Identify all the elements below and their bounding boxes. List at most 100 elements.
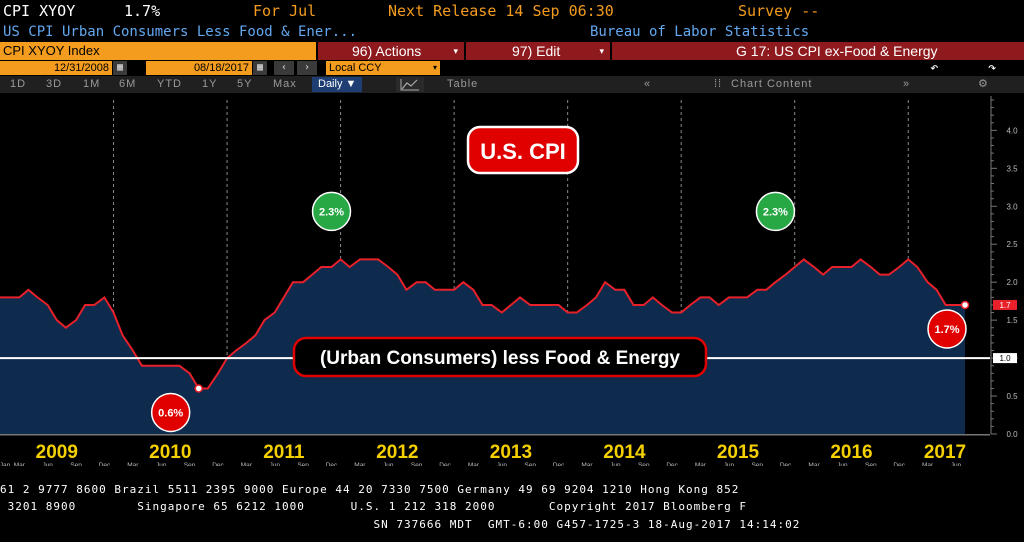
annotation-label: 0.6% — [158, 407, 183, 419]
month-label: Jan — [0, 462, 11, 466]
month-label: Jun — [270, 462, 281, 466]
month-label: Jun — [610, 462, 621, 466]
annotation-label: 2.3% — [763, 206, 788, 218]
expand-icon[interactable]: » — [903, 78, 911, 90]
chart-title: U.S. CPI — [480, 139, 566, 164]
calendar-icon[interactable]: ▦ — [113, 61, 127, 75]
last-value-badge — [993, 299, 1017, 310]
annotation-bubble — [927, 309, 967, 349]
redo-icon[interactable]: ↷ — [988, 60, 997, 76]
dropdown-arrow-icon: ▾ — [432, 63, 437, 72]
month-label: Mar — [922, 462, 934, 466]
month-label: Mar — [241, 462, 253, 466]
annotation-point — [960, 300, 970, 310]
period-label: For Jul — [253, 2, 317, 20]
month-label: Sep — [865, 462, 877, 466]
y-tick-label: 0.0 — [1006, 430, 1018, 439]
period-1m[interactable]: 1M — [83, 78, 101, 90]
start-date-input[interactable]: 12/31/2008 — [0, 61, 112, 75]
month-label: Mar — [808, 462, 820, 466]
last-value-label: 1.7 — [999, 301, 1011, 310]
start-date-value: 12/31/2008 — [53, 62, 109, 74]
month-label: Dec — [780, 462, 792, 466]
footer-line-3: SN 737666 MDT GMT-6:00 G457-1725-3 18-Au… — [0, 518, 801, 531]
year-label: 2012 — [376, 442, 418, 463]
subtitle-badge — [292, 336, 708, 378]
currency-select[interactable]: Local CCY ▾ — [326, 61, 440, 75]
month-label: Dec — [212, 462, 224, 466]
end-date-input[interactable]: 08/18/2017 — [146, 61, 252, 75]
month-label: Jun — [497, 462, 508, 466]
survey-label: Survey -- — [738, 2, 820, 20]
month-label: Jun — [383, 462, 394, 466]
month-label: Jun — [951, 462, 962, 466]
month-label: Sep — [297, 462, 309, 466]
footer-line-2: 3201 8900 Singapore 65 6212 1000 U.S. 1 … — [0, 500, 748, 513]
month-label: Sep — [524, 462, 536, 466]
period-ytd[interactable]: YTD — [157, 78, 182, 90]
actions-menu[interactable]: 96) Actions ▾ — [318, 42, 464, 60]
period-3d[interactable]: 3D — [46, 78, 63, 90]
month-label: Dec — [893, 462, 905, 466]
period-max[interactable]: Max — [273, 78, 297, 90]
graph-title: G 17: US CPI ex-Food & Energy — [736, 43, 938, 59]
ticker-label: CPI XYOY — [3, 2, 76, 20]
year-label: 2011 — [263, 442, 305, 463]
table-button[interactable]: Table — [447, 78, 479, 90]
chart-titles: U.S. CPI (Urban Consumers) less Food & En… — [292, 125, 708, 378]
chart-content-button[interactable]: Chart Content — [731, 78, 813, 90]
chart-subtitle: (Urban Consumers) less Food & Energy — [320, 348, 680, 369]
period-5y[interactable]: 5Y — [237, 78, 253, 90]
y-tick-label: 0.5 — [1006, 392, 1018, 401]
prev-arrow-icon[interactable]: ‹ — [274, 61, 294, 75]
month-label: Sep — [70, 462, 82, 466]
month-label: Sep — [184, 462, 196, 466]
month-label: Mar — [581, 462, 593, 466]
calendar-icon[interactable]: ▦ — [253, 61, 267, 75]
y-tick-label: 2.0 — [1006, 278, 1018, 287]
dropdown-arrow-icon: ▾ — [599, 46, 604, 56]
edit-label: 97) Edit — [512, 43, 561, 59]
period-1d[interactable]: 1D — [10, 78, 27, 90]
year-label: 2013 — [490, 442, 532, 463]
drag-handle-icon[interactable]: ⁞⁞ — [714, 78, 723, 90]
end-date-value: 08/18/2017 — [193, 62, 249, 74]
undo-icon[interactable]: ↶ — [930, 60, 939, 76]
frequency-select[interactable]: Daily ▼ — [312, 77, 363, 92]
dropdown-arrow-icon: ▾ — [453, 46, 458, 56]
dropdown-arrow-icon: ▼ — [345, 78, 357, 90]
collapse-icon[interactable]: « — [644, 78, 652, 90]
next-release-label: Next Release 14 Sep 06:30 — [388, 2, 614, 20]
line-chart-icon[interactable] — [396, 77, 424, 92]
period-1y[interactable]: 1Y — [202, 78, 218, 90]
edit-menu[interactable]: 97) Edit ▾ — [466, 42, 610, 60]
period-6m[interactable]: 6M — [119, 78, 137, 90]
footer-line-1: 61 2 9777 8600 Brazil 5511 2395 9000 Eur… — [0, 483, 740, 496]
period-bar: 1D 3D 1M 6M YTD 1Y 5Y Max Daily ▼ Table … — [0, 76, 1024, 93]
year-label: 2016 — [830, 442, 872, 463]
reference-value-label: 1.0 — [999, 354, 1011, 363]
year-label: 2015 — [717, 442, 760, 463]
index-field[interactable]: CPI XYOY Index — [0, 42, 316, 60]
month-label: Dec — [553, 462, 565, 466]
year-label: 2014 — [603, 442, 646, 463]
actions-label: 96) Actions — [352, 43, 422, 59]
series-description: US CPI Urban Consumers Less Food & Ener.… — [3, 24, 358, 40]
gear-icon[interactable]: ⚙ — [978, 78, 989, 90]
graph-title-bar: G 17: US CPI ex-Food & Energy — [612, 42, 1024, 60]
index-label: CPI XYOY Index — [3, 43, 100, 58]
annotation-label: 2.3% — [319, 206, 344, 218]
y-axis: 0.00.51.01.52.02.53.03.54.01.01.7 — [990, 93, 1024, 466]
toolbar: CPI XYOY Index 96) Actions ▾ 97) Edit ▾ G … — [0, 42, 1024, 60]
next-arrow-icon[interactable]: › — [297, 61, 317, 75]
chart-annotations: 2.3% 2.3% 0.6% 1.7% — [150, 191, 970, 433]
frequency-value: Daily — [318, 78, 343, 90]
month-label: Mar — [695, 462, 707, 466]
month-label: Dec — [439, 462, 451, 466]
annotation-bubble — [150, 392, 191, 433]
y-tick-label: 1.5 — [1006, 316, 1018, 325]
month-label: Jun — [42, 462, 53, 466]
month-label: Jun — [156, 462, 167, 466]
y-axis-background — [990, 93, 1024, 466]
month-label: Sep — [638, 462, 650, 466]
